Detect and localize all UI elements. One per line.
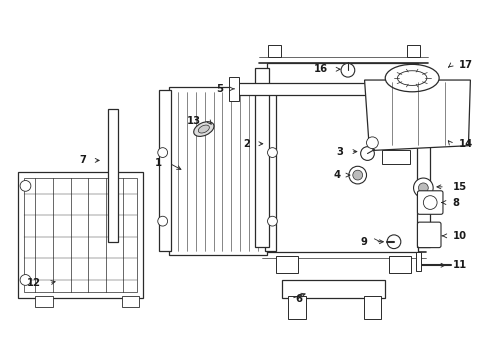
Bar: [108, 109, 118, 242]
FancyBboxPatch shape: [417, 191, 443, 214]
Text: 9: 9: [361, 237, 368, 247]
Bar: [288, 296, 306, 319]
Bar: [382, 150, 410, 164]
Bar: [268, 45, 281, 57]
Bar: [229, 77, 239, 100]
Bar: [169, 87, 267, 256]
Circle shape: [414, 178, 433, 198]
Ellipse shape: [194, 122, 214, 136]
Circle shape: [268, 148, 277, 157]
Text: 13: 13: [187, 116, 201, 126]
Text: 15: 15: [453, 182, 467, 192]
Bar: [282, 280, 385, 298]
Bar: [364, 296, 381, 319]
Text: 4: 4: [334, 170, 341, 180]
Bar: [416, 252, 421, 271]
Bar: [407, 45, 420, 57]
Text: 7: 7: [79, 156, 86, 165]
Circle shape: [387, 235, 401, 249]
Bar: [267, 63, 418, 252]
Bar: [265, 90, 276, 251]
Polygon shape: [365, 80, 470, 150]
Bar: [18, 172, 143, 298]
Ellipse shape: [198, 125, 209, 133]
FancyBboxPatch shape: [417, 222, 441, 248]
Bar: [255, 68, 269, 247]
Text: 16: 16: [314, 64, 328, 74]
Text: 11: 11: [453, 260, 467, 270]
Circle shape: [349, 166, 367, 184]
Text: 2: 2: [243, 139, 250, 149]
Bar: [24, 178, 137, 292]
Circle shape: [423, 196, 437, 210]
Circle shape: [158, 148, 168, 157]
Bar: [416, 68, 430, 247]
Ellipse shape: [385, 64, 439, 92]
Bar: [159, 90, 171, 251]
Bar: [122, 296, 139, 307]
Bar: [35, 296, 53, 307]
Text: 3: 3: [336, 147, 343, 157]
Circle shape: [268, 216, 277, 226]
Circle shape: [353, 170, 363, 180]
Bar: [276, 256, 298, 273]
Text: 17: 17: [459, 60, 473, 70]
Circle shape: [20, 275, 31, 285]
Circle shape: [418, 183, 428, 193]
Text: 1: 1: [154, 158, 162, 168]
Text: 14: 14: [459, 139, 473, 149]
Circle shape: [341, 63, 355, 77]
Circle shape: [367, 137, 378, 149]
Ellipse shape: [397, 71, 427, 85]
Circle shape: [361, 147, 374, 161]
Bar: [389, 256, 411, 273]
Text: 12: 12: [27, 278, 41, 288]
Text: 6: 6: [295, 293, 302, 303]
Text: 8: 8: [453, 198, 460, 207]
Bar: [233, 83, 385, 95]
Circle shape: [20, 180, 31, 191]
Text: 5: 5: [217, 84, 223, 94]
Circle shape: [158, 216, 168, 226]
Text: 10: 10: [453, 231, 467, 241]
